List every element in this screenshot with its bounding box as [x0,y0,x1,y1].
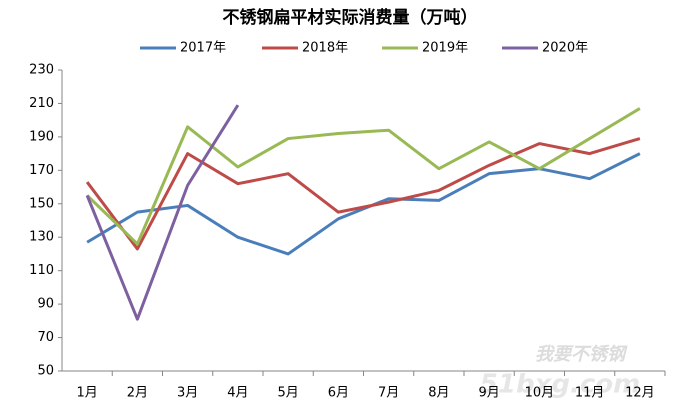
x-tick-label: 5月 [277,386,298,401]
y-tick-label: 90 [37,297,54,312]
chart-title: 不锈钢扁平材实际消费量（万吨） [223,7,478,28]
x-tick-label: 2月 [127,386,148,401]
legend-label: 2019年 [422,41,468,56]
legend-label: 2020年 [542,41,588,56]
x-tick-label: 12月 [625,386,655,401]
legend-label: 2017年 [180,41,226,56]
y-tick-label: 130 [29,230,54,245]
x-tick-label: 1月 [76,386,97,401]
y-tick-label: 230 [29,63,54,78]
series-line [86,107,641,246]
x-tick-label: 9月 [478,386,499,401]
y-tick-label: 150 [29,196,54,211]
x-tick-label: 6月 [328,386,349,401]
y-tick-label: 210 [29,96,54,111]
series-line [85,137,641,251]
y-tick-label: 110 [29,263,54,278]
watermark: 51bxg.com [480,370,640,400]
x-tick-label: 7月 [378,386,399,401]
y-tick-label: 170 [29,163,54,178]
y-tick-label: 50 [37,364,54,379]
watermark: 我要不锈钢 [535,344,628,365]
y-tick-label: 190 [29,129,54,144]
series-line [85,104,240,321]
x-tick-label: 11月 [575,386,605,401]
x-tick-label: 4月 [227,386,248,401]
y-tick-label: 70 [37,330,54,345]
x-tick-label: 10月 [525,386,555,401]
legend-label: 2018年 [302,41,348,56]
x-tick-label: 3月 [177,386,198,401]
x-tick-label: 8月 [428,386,449,401]
